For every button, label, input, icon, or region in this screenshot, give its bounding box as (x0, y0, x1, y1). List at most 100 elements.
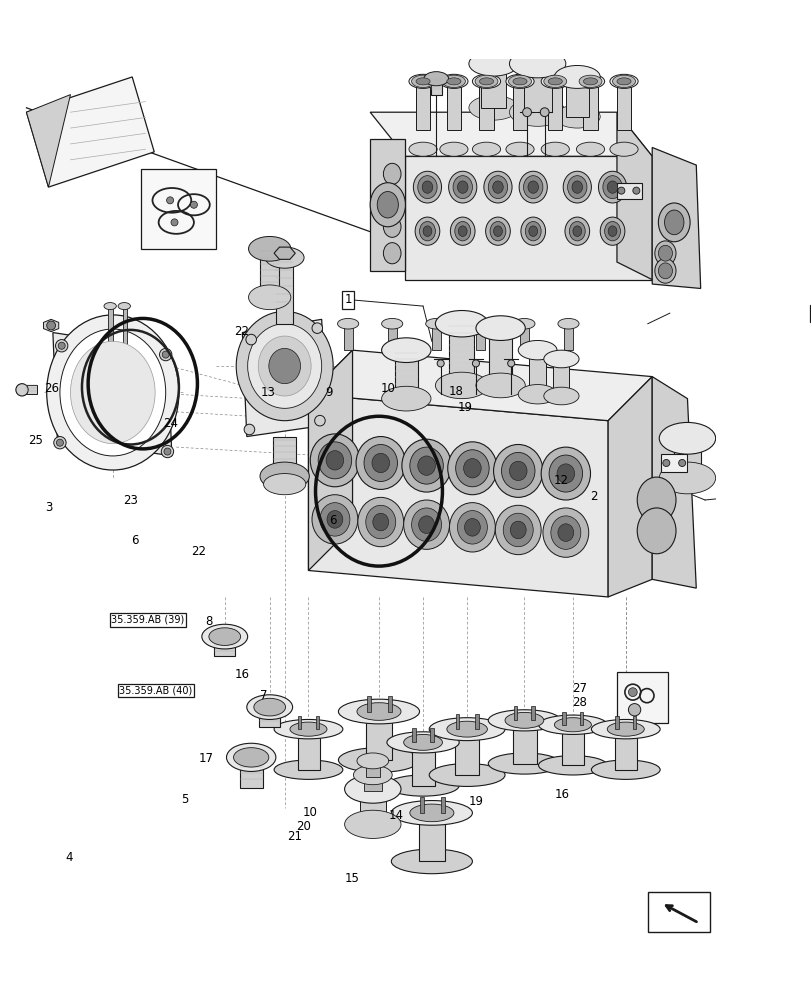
Ellipse shape (563, 171, 590, 203)
Text: 21: 21 (287, 830, 302, 843)
Bar (547, 81, 562, 130)
Ellipse shape (440, 142, 467, 156)
Ellipse shape (208, 628, 240, 645)
Ellipse shape (505, 142, 534, 156)
Text: 24: 24 (163, 417, 178, 430)
Bar (415, 81, 430, 130)
Ellipse shape (258, 336, 311, 396)
Text: 1: 1 (344, 293, 351, 306)
Bar (365, 761, 380, 777)
Text: 25: 25 (28, 434, 43, 447)
Ellipse shape (449, 503, 495, 552)
Text: 35.359.AB (40): 35.359.AB (40) (119, 685, 192, 695)
Text: 22: 22 (234, 325, 249, 338)
Ellipse shape (383, 163, 401, 184)
Ellipse shape (528, 226, 537, 236)
Bar (418, 813, 444, 861)
Ellipse shape (372, 513, 388, 531)
Ellipse shape (320, 503, 350, 536)
Ellipse shape (310, 434, 359, 487)
Bar (122, 306, 127, 390)
Circle shape (58, 342, 65, 349)
Ellipse shape (493, 226, 502, 236)
Bar (388, 696, 392, 712)
Bar (412, 728, 415, 742)
Ellipse shape (403, 734, 442, 750)
Text: 3: 3 (45, 501, 52, 514)
Ellipse shape (508, 461, 526, 481)
Ellipse shape (425, 318, 446, 329)
Ellipse shape (417, 176, 436, 199)
Ellipse shape (71, 341, 155, 444)
Ellipse shape (598, 171, 626, 203)
Ellipse shape (543, 75, 566, 88)
Ellipse shape (527, 181, 538, 193)
Ellipse shape (489, 221, 505, 241)
Ellipse shape (371, 453, 389, 473)
Ellipse shape (604, 221, 620, 241)
Circle shape (171, 219, 178, 226)
Ellipse shape (274, 719, 342, 739)
Ellipse shape (383, 190, 401, 211)
Text: 16: 16 (554, 788, 569, 801)
Ellipse shape (609, 74, 637, 88)
Polygon shape (53, 333, 172, 456)
Bar (513, 720, 536, 764)
Circle shape (522, 108, 531, 117)
Ellipse shape (525, 221, 540, 241)
Ellipse shape (487, 753, 560, 774)
Circle shape (662, 459, 669, 467)
Ellipse shape (611, 75, 635, 88)
Bar (109, 306, 113, 390)
Ellipse shape (442, 75, 465, 88)
Ellipse shape (356, 437, 405, 489)
Ellipse shape (440, 74, 467, 88)
Bar (528, 350, 546, 394)
Bar (455, 714, 459, 729)
Ellipse shape (344, 810, 401, 838)
Circle shape (246, 334, 256, 345)
Ellipse shape (483, 171, 512, 203)
Bar (579, 712, 583, 725)
Ellipse shape (654, 259, 676, 283)
Ellipse shape (411, 508, 441, 541)
Circle shape (244, 424, 255, 435)
Ellipse shape (493, 444, 543, 497)
Ellipse shape (446, 721, 487, 737)
Ellipse shape (290, 722, 327, 736)
Bar (276, 258, 293, 324)
Ellipse shape (381, 318, 402, 329)
Text: 14: 14 (388, 809, 404, 822)
Ellipse shape (517, 385, 556, 404)
Ellipse shape (118, 303, 131, 310)
Polygon shape (405, 156, 651, 280)
Ellipse shape (554, 65, 599, 88)
Ellipse shape (318, 442, 351, 479)
Ellipse shape (508, 98, 565, 126)
Ellipse shape (447, 442, 496, 495)
Ellipse shape (453, 176, 472, 199)
Ellipse shape (508, 75, 531, 88)
Bar (431, 77, 441, 95)
Ellipse shape (268, 348, 300, 384)
Bar (431, 324, 440, 350)
Text: 9: 9 (325, 386, 333, 399)
Ellipse shape (520, 217, 545, 245)
Bar (272, 437, 296, 476)
Ellipse shape (543, 387, 578, 405)
Circle shape (16, 384, 28, 396)
Circle shape (507, 360, 514, 367)
Ellipse shape (470, 318, 491, 329)
Circle shape (161, 445, 174, 458)
Ellipse shape (338, 699, 419, 724)
Ellipse shape (409, 142, 436, 156)
Circle shape (159, 348, 172, 361)
Ellipse shape (658, 263, 672, 279)
Bar (673, 438, 700, 478)
Text: 5: 5 (181, 793, 188, 806)
Ellipse shape (365, 505, 395, 539)
Bar (454, 729, 478, 775)
Polygon shape (44, 319, 58, 332)
Text: 27: 27 (572, 682, 586, 695)
Ellipse shape (387, 732, 459, 753)
